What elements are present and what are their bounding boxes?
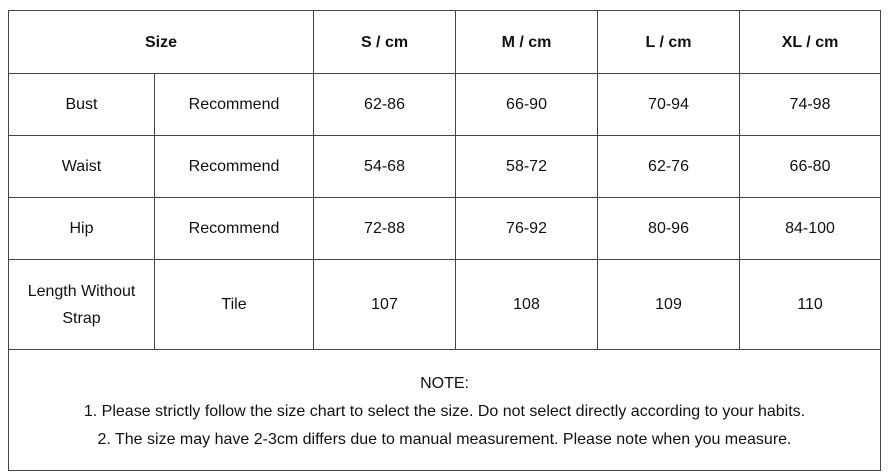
cell: 84-100: [739, 197, 882, 260]
row-measure: Waist: [8, 135, 155, 198]
cell: 109: [597, 259, 741, 350]
cell: 72-88: [313, 197, 457, 260]
table-row: Length Without Strap Tile 107 108 109 110: [8, 259, 882, 350]
header-xl: XL / cm: [739, 10, 882, 74]
row-measure: Length Without Strap: [8, 259, 155, 350]
cell: 76-92: [455, 197, 599, 260]
cell: 70-94: [597, 73, 741, 136]
measure-line: Length Without: [27, 282, 136, 300]
size-chart-table: Size S / cm M / cm L / cm XL / cm Bust R…: [7, 10, 882, 471]
header-m: M / cm: [455, 10, 599, 74]
cell: 58-72: [455, 135, 599, 198]
note-cell: NOTE: 1. Please strictly follow the size…: [7, 349, 882, 471]
cell: 74-98: [739, 73, 882, 136]
row-type: Recommend: [153, 135, 315, 198]
cell: 62-86: [313, 73, 457, 136]
cell: 107: [313, 259, 457, 350]
note-title: NOTE:: [420, 375, 469, 392]
note-row: NOTE: 1. Please strictly follow the size…: [7, 349, 882, 471]
note-line: 2. The size may have 2-3cm differs due t…: [97, 431, 792, 448]
row-type: Recommend: [153, 73, 315, 136]
note-line: 1. Please strictly follow the size chart…: [83, 403, 806, 420]
row-measure: Bust: [8, 73, 155, 136]
table-row: Hip Recommend 72-88 76-92 80-96 84-100: [8, 197, 882, 260]
row-measure: Hip: [8, 197, 155, 260]
header-l: L / cm: [597, 10, 741, 74]
measure-line: Strap: [62, 309, 101, 327]
table-row: Waist Recommend 54-68 58-72 62-76 66-80: [8, 135, 882, 198]
header-size: Size: [7, 10, 315, 74]
cell: 108: [455, 259, 599, 350]
cell: 54-68: [313, 135, 457, 198]
cell: 66-80: [739, 135, 882, 198]
cell: 110: [739, 259, 882, 350]
table-row: Bust Recommend 62-86 66-90 70-94 74-98: [8, 73, 882, 136]
cell: 80-96: [597, 197, 741, 260]
header-s: S / cm: [313, 10, 457, 74]
row-type: Tile: [153, 259, 315, 350]
header-row: Size S / cm M / cm L / cm XL / cm: [7, 10, 882, 74]
cell: 66-90: [455, 73, 599, 136]
row-type: Recommend: [153, 197, 315, 260]
cell: 62-76: [597, 135, 741, 198]
